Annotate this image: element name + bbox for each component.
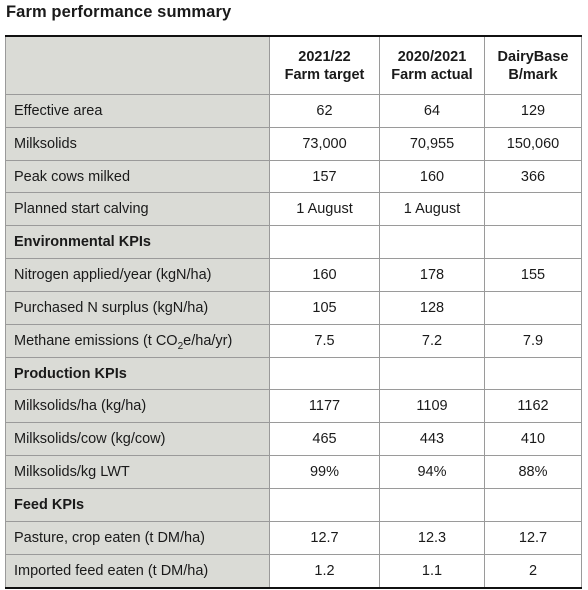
row-label: Purchased N surplus (kgN/ha) [5,290,270,325]
page-title: Farm performance summary [6,3,232,21]
value-cell: 155 [484,258,582,292]
value-cell: 410 [484,422,582,457]
section-row: Feed KPIs [5,487,582,522]
table-row: Methane emissions (t CO2e/ha/yr) 7.5 7.2 7.… [5,323,582,358]
table-row: Peak cows milked 157 160 366 [5,159,582,194]
value-cell: 7.2 [379,323,485,358]
column-header-line1: 2020/2021 [397,48,467,65]
value-cell: 128 [379,290,485,325]
table-row: Milksolids 73,000 70,955 150,060 [5,126,582,161]
value-cell: 160 [379,159,485,194]
value-cell: 465 [269,422,380,457]
table-row: Milksolids/kg LWT 99% 94% 88% [5,455,582,489]
row-label: Peak cows milked [5,159,270,194]
value-cell: 178 [379,258,485,292]
table-row: Effective area 62 64 129 [5,94,582,128]
table-row: Purchased N surplus (kgN/ha) 105 128 [5,290,582,325]
value-cell: 7.9 [484,323,582,358]
section-heading: Environmental KPIs [5,225,270,260]
column-header-line1: 2021/22 [298,48,351,65]
row-label: Planned start calving [5,192,270,227]
value-cell: 129 [484,94,582,128]
section-heading: Production KPIs [5,356,270,391]
value-cell [484,192,582,227]
column-header: DairyBase B/mark [484,35,582,95]
header-blank-cell [5,35,270,95]
empty-cell [269,487,380,522]
column-header: 2020/2021 Farm actual [379,35,485,95]
section-row: Environmental KPIs [5,225,582,260]
value-cell: 12.7 [269,520,380,555]
row-label-text: Methane emissions (t CO [14,332,178,349]
column-header-line1: DairyBase [497,48,569,65]
table-row: Milksolids/cow (kg/cow) 465 443 410 [5,422,582,457]
value-cell: 12.3 [379,520,485,555]
row-label: Milksolids/ha (kg/ha) [5,389,270,424]
value-cell: 94% [379,455,485,489]
value-cell [484,290,582,325]
farm-performance-table: 2021/22 Farm target 2020/2021 Farm actua… [5,35,582,589]
value-cell: 1.2 [269,553,380,589]
value-cell: 99% [269,455,380,489]
value-cell: 1.1 [379,553,485,589]
value-cell: 88% [484,455,582,489]
value-cell: 12.7 [484,520,582,555]
row-label: Methane emissions (t CO2e/ha/yr) [5,323,270,358]
column-header-line2: Farm target [284,66,365,83]
table-row: Planned start calving 1 August 1 August [5,192,582,227]
value-cell: 1162 [484,389,582,424]
empty-cell [484,487,582,522]
empty-cell [269,225,380,260]
value-cell: 7.5 [269,323,380,358]
empty-cell [379,356,485,391]
value-cell: 1109 [379,389,485,424]
subscript: 2 [177,340,184,352]
header-row: 2021/22 Farm target 2020/2021 Farm actua… [5,35,582,95]
empty-cell [269,356,380,391]
row-label: Milksolids/kg LWT [5,455,270,489]
value-cell: 105 [269,290,380,325]
table-row: Pasture, crop eaten (t DM/ha) 12.7 12.3 12.… [5,520,582,555]
row-label: Milksolids/cow (kg/cow) [5,422,270,457]
value-cell: 62 [269,94,380,128]
row-label: Milksolids [5,126,270,161]
row-label: Pasture, crop eaten (t DM/ha) [5,520,270,555]
empty-cell [484,356,582,391]
row-label-text: e/ha/yr) [183,332,233,349]
value-cell: 1177 [269,389,380,424]
column-header: 2021/22 Farm target [269,35,380,95]
table-row: Milksolids/ha (kg/ha) 1177 1109 1162 [5,389,582,424]
empty-cell [379,225,485,260]
row-label: Nitrogen applied/year (kgN/ha) [5,258,270,292]
table-row: Imported feed eaten (t DM/ha) 1.2 1.1 2 [5,553,582,589]
value-cell: 157 [269,159,380,194]
empty-cell [379,487,485,522]
section-heading: Feed KPIs [5,487,270,522]
value-cell: 366 [484,159,582,194]
value-cell: 64 [379,94,485,128]
value-cell: 160 [269,258,380,292]
row-label: Imported feed eaten (t DM/ha) [5,553,270,589]
value-cell: 2 [484,553,582,589]
value-cell: 70,955 [379,126,485,161]
empty-cell [484,225,582,260]
value-cell: 1 August [379,192,485,227]
value-cell: 73,000 [269,126,380,161]
column-header-line2: Farm actual [391,66,473,83]
value-cell: 1 August [269,192,380,227]
section-row: Production KPIs [5,356,582,391]
table-row: Nitrogen applied/year (kgN/ha) 160 178 155 [5,258,582,292]
table-body: 2021/22 Farm target 2020/2021 Farm actua… [5,35,582,589]
row-label: Effective area [5,94,270,128]
value-cell: 150,060 [484,126,582,161]
column-header-line2: B/mark [508,66,558,83]
value-cell: 443 [379,422,485,457]
